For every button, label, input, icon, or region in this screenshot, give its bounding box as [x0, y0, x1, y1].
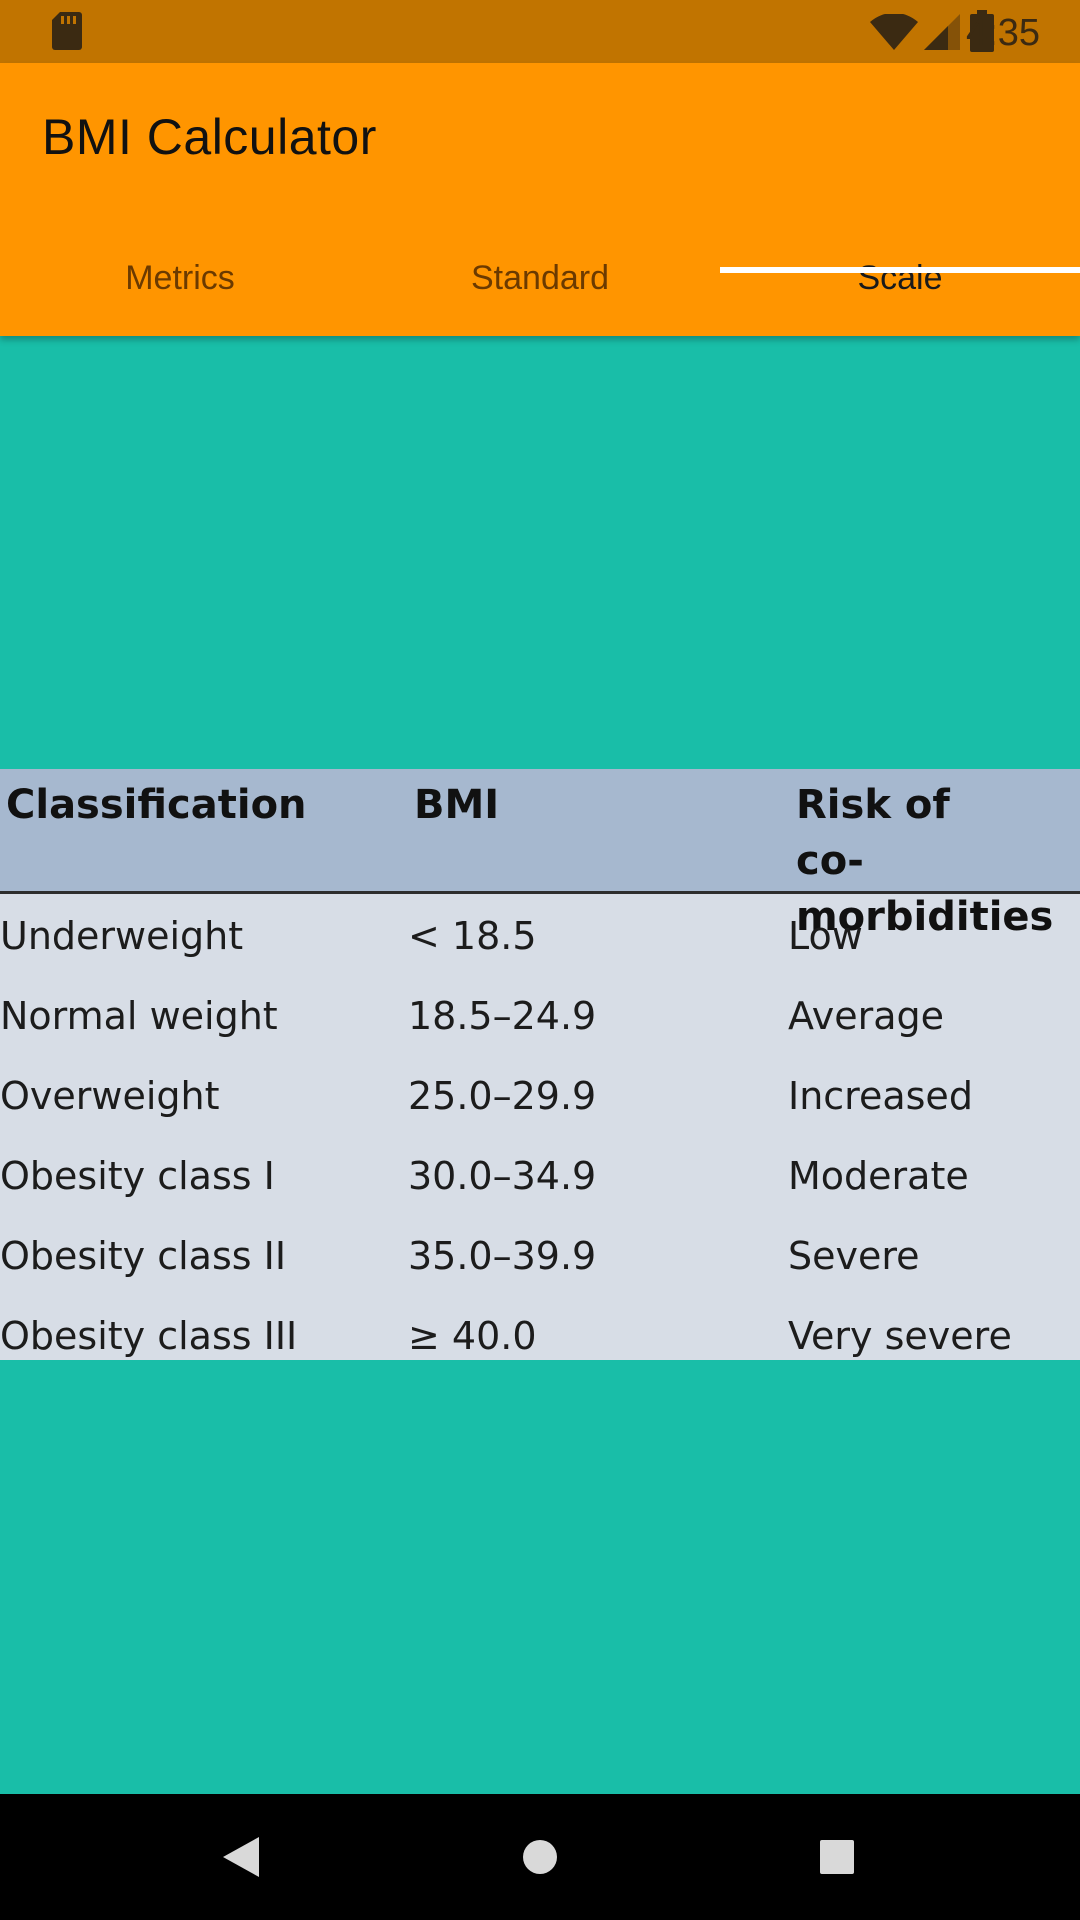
back-button[interactable]	[206, 1822, 276, 1892]
cell-bmi: < 18.5	[408, 914, 537, 958]
recent-apps-icon	[820, 1840, 854, 1874]
tab-indicator	[720, 267, 1080, 273]
table-row: Overweight 25.0–29.9 Increased	[0, 1056, 1080, 1136]
header-risk-line1: Risk of	[796, 782, 950, 828]
status-icons: 4:35	[820, 0, 1080, 63]
cell-classification: Obesity class III	[0, 1314, 298, 1358]
signal-icon	[924, 14, 960, 50]
cell-bmi: 25.0–29.9	[408, 1074, 597, 1118]
home-button[interactable]	[505, 1822, 575, 1892]
recent-apps-button[interactable]	[802, 1822, 872, 1892]
table-row: Obesity class I 30.0–34.9 Moderate	[0, 1136, 1080, 1216]
header-risk: Risk of co-morbidities	[796, 777, 1080, 945]
battery-icon	[970, 10, 994, 52]
cell-classification: Underweight	[0, 914, 244, 958]
status-time: 4:35	[966, 12, 1040, 54]
wifi-icon	[870, 14, 918, 50]
header-bmi: BMI	[414, 782, 500, 828]
cell-risk: Increased	[788, 1074, 973, 1118]
header-risk-line2: co-morbidities	[796, 838, 1054, 940]
table-row: Underweight < 18.5 Low	[0, 896, 1080, 976]
cell-risk: Low	[788, 914, 863, 958]
cell-classification: Normal weight	[0, 994, 278, 1038]
table-row: Obesity class II 35.0–39.9 Severe	[0, 1216, 1080, 1296]
cell-bmi: ≥ 40.0	[408, 1314, 537, 1358]
cell-classification: Overweight	[0, 1074, 220, 1118]
cell-bmi: 30.0–34.9	[408, 1154, 597, 1198]
cell-bmi: 35.0–39.9	[408, 1234, 597, 1278]
cell-classification: Obesity class I	[0, 1154, 275, 1198]
navigation-bar	[0, 1794, 1080, 1920]
cell-classification: Obesity class II	[0, 1234, 287, 1278]
table-row: Normal weight 18.5–24.9 Average	[0, 976, 1080, 1056]
app-title: BMI Calculator	[42, 109, 377, 165]
tab-bar: Metrics Standard Scale	[0, 223, 1080, 333]
cell-risk: Average	[788, 994, 945, 1038]
cell-risk: Very severe	[788, 1314, 1012, 1358]
cell-risk: Moderate	[788, 1154, 969, 1198]
header-classification: Classification	[6, 782, 307, 828]
cell-bmi: 18.5–24.9	[408, 994, 597, 1038]
table-header: Classification BMI Risk of co-morbiditie…	[0, 769, 1080, 940]
sd-card-icon	[52, 12, 82, 50]
status-bar: 4:35	[0, 0, 1080, 63]
tab-standard[interactable]: Standard	[471, 258, 609, 297]
home-icon	[523, 1840, 557, 1874]
app-bar: BMI Calculator Metrics Standard Scale	[0, 63, 1080, 336]
tab-metrics[interactable]: Metrics	[125, 258, 235, 297]
tab-scale[interactable]: Scale	[857, 258, 943, 297]
cell-risk: Severe	[788, 1234, 920, 1278]
back-icon	[223, 1837, 259, 1877]
table-row: Obesity class III ≥ 40.0 Very severe	[0, 1296, 1080, 1360]
bmi-scale-table: Classification BMI Risk of co-morbiditie…	[0, 769, 1080, 1360]
